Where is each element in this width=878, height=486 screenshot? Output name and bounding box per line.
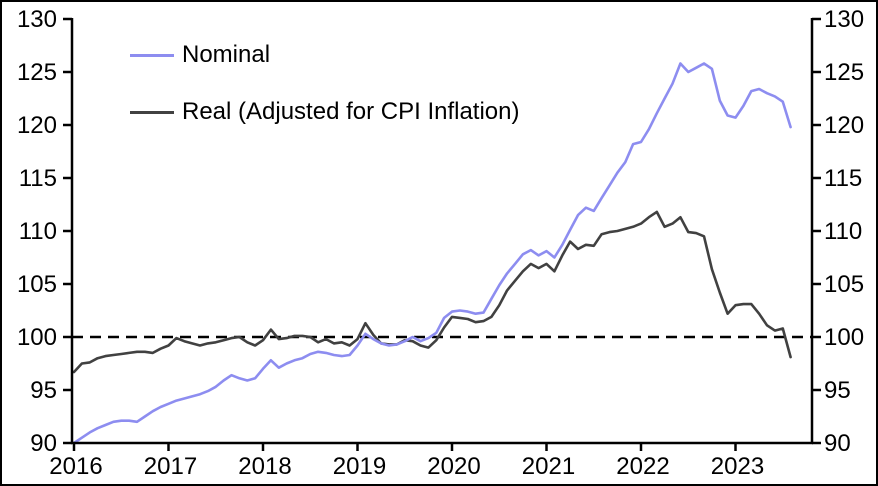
- y-axis-tick-label-left: 110: [19, 218, 57, 245]
- y-axis-tick-label-right: 105: [824, 271, 864, 298]
- x-axis-tick-label: 2020: [427, 453, 480, 480]
- x-axis-tick-label: 2022: [616, 453, 669, 480]
- y-axis-tick-label-right: 110: [824, 218, 862, 245]
- y-axis-tick-label-right: 95: [824, 377, 851, 404]
- x-axis-tick-label: 2023: [711, 453, 764, 480]
- y-axis-tick-label-right: 100: [824, 324, 864, 351]
- y-axis-tick-label-left: 90: [30, 430, 57, 457]
- real-line: [72, 210, 792, 374]
- y-axis-tick-label-left: 125: [17, 59, 57, 86]
- y-axis-tick-label-left: 130: [17, 6, 57, 33]
- nominal-line: [72, 62, 792, 445]
- x-axis-tick-label: 2018: [238, 453, 291, 480]
- y-axis-tick-label-right: 130: [824, 6, 864, 33]
- y-axis-tick-label-right: 90: [824, 430, 851, 457]
- y-axis-tick-label-left: 105: [17, 271, 57, 298]
- x-axis-tick-label: 2021: [522, 453, 575, 480]
- y-axis-tick-label-right: 115: [824, 165, 862, 192]
- y-axis-tick-label-right: 125: [824, 59, 864, 86]
- y-axis-tick-label-right: 120: [824, 112, 864, 139]
- x-axis-tick-label: 2019: [333, 453, 386, 480]
- x-axis-tick-label: 2016: [49, 453, 102, 480]
- x-axis-tick-label: 2017: [144, 453, 197, 480]
- y-axis-tick-label-left: 120: [17, 112, 57, 139]
- y-axis-tick-label-left: 100: [17, 324, 57, 351]
- y-axis-tick-label-left: 95: [30, 377, 57, 404]
- y-axis-tick-label-left: 115: [19, 165, 57, 192]
